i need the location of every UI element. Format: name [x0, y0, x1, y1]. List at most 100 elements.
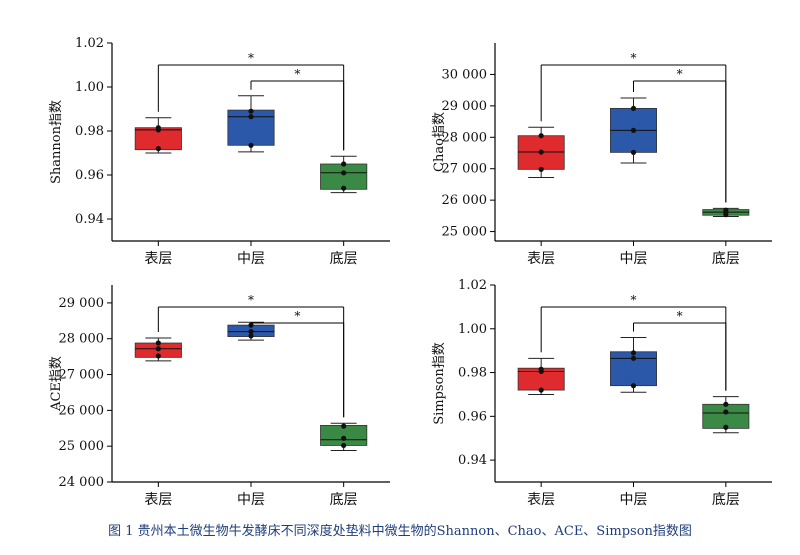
y-axis-label: ACE指数: [49, 356, 64, 412]
data-point: [248, 108, 254, 114]
x-tick-label: 中层: [237, 492, 265, 508]
y-tick-label: 26 000: [442, 193, 488, 208]
y-tick-label: 26 000: [59, 403, 105, 418]
significance-bracket: *: [250, 67, 345, 151]
chart-panel-2: 25 000 26 000 27 000 28 000 29 000 30 000 Chao…: [432, 43, 772, 267]
data-point: [155, 353, 161, 359]
data-point: [155, 346, 161, 352]
box-底层: [702, 207, 750, 218]
data-point: [248, 114, 254, 120]
y-axis-label: Chao指数: [432, 112, 447, 172]
data-point: [538, 366, 544, 372]
x-tick-label: 底层: [330, 492, 358, 508]
data-point: [341, 435, 347, 441]
box-表层: [134, 337, 182, 362]
y-tick-label: 0.96: [75, 168, 104, 183]
figure-caption: 图 1 贵州本土微生物牛发酵床不同深度处垫料中微生物的Shannon、Chao、…: [108, 524, 692, 539]
box-body: [320, 163, 368, 190]
data-point: [155, 125, 161, 131]
y-tick-label: 0.94: [75, 212, 104, 227]
data-point: [630, 355, 637, 361]
y-axis-label: Shannon指数: [49, 100, 64, 184]
y-tick-label: 24 000: [59, 475, 105, 490]
data-point: [341, 161, 347, 167]
data-point: [248, 333, 254, 339]
data-point: [341, 170, 347, 176]
data-point: [538, 149, 544, 155]
x-tick-label: 中层: [620, 251, 648, 267]
y-tick-label: 29 000: [59, 296, 105, 311]
box-中层: [227, 321, 275, 341]
x-tick-label: 表层: [527, 492, 555, 508]
y-tick-label: 1.00: [458, 322, 487, 337]
significance-bracket: *: [633, 67, 727, 203]
box-中层: [227, 95, 275, 153]
box-中层: [610, 337, 657, 393]
box-底层: [320, 422, 368, 451]
data-point: [630, 350, 637, 356]
y-tick-label: 0.98: [75, 124, 104, 139]
x-tick-label: 底层: [330, 251, 358, 267]
significance-label: *: [631, 293, 637, 307]
significance-label: *: [294, 67, 300, 81]
significance-label: *: [248, 293, 254, 307]
y-tick-label: 30 000: [442, 67, 488, 82]
x-tick-label: 表层: [527, 251, 555, 267]
y-tick-label: 0.96: [458, 409, 487, 424]
x-tick-label: 底层: [712, 251, 740, 267]
significance-bracket: *: [250, 309, 345, 418]
box-底层: [702, 396, 750, 434]
x-tick-label: 中层: [237, 251, 265, 267]
y-tick-label: 25 000: [59, 439, 105, 454]
box-表层: [517, 126, 565, 179]
significance-label: *: [294, 309, 300, 323]
data-point: [723, 409, 729, 415]
y-tick-label: 28 000: [59, 332, 105, 347]
data-point: [723, 401, 729, 407]
y-tick-label: 29 000: [442, 99, 488, 114]
data-point: [538, 133, 544, 139]
y-tick-label: 25 000: [442, 225, 488, 240]
x-tick-label: 底层: [712, 492, 740, 508]
box-中层: [610, 97, 657, 164]
data-point: [630, 105, 637, 111]
significance-label: *: [248, 51, 254, 65]
data-point: [341, 442, 347, 449]
box-表层: [517, 357, 565, 395]
data-point: [538, 387, 544, 393]
data-point: [341, 185, 347, 191]
data-point: [630, 383, 637, 389]
data-point: [248, 328, 254, 335]
chart-panel-3: 24 000 25 000 26 000 27 000 28 000 29 000 ACE指…: [49, 285, 390, 508]
y-tick-label: 1.02: [458, 278, 487, 293]
data-point: [155, 146, 161, 152]
significance-label: *: [677, 309, 683, 323]
data-point: [723, 424, 729, 430]
box-表层: [134, 117, 182, 154]
data-point: [248, 142, 254, 148]
significance-label: *: [631, 51, 637, 65]
y-tick-label: 1.02: [75, 36, 104, 51]
y-tick-label: 28 000: [442, 130, 488, 145]
x-tick-label: 表层: [144, 492, 172, 508]
box-底层: [320, 155, 368, 194]
data-point: [155, 340, 161, 346]
data-point: [630, 149, 637, 155]
data-point: [341, 423, 347, 429]
y-tick-label: 1.00: [75, 80, 104, 95]
y-tick-label: 0.98: [458, 366, 487, 381]
data-point: [723, 207, 729, 213]
significance-label: *: [677, 67, 683, 81]
data-point: [538, 166, 544, 172]
y-axis-label: Simpson指数: [432, 342, 447, 425]
significance-bracket: *: [633, 309, 727, 391]
x-tick-label: 表层: [144, 251, 172, 267]
y-tick-label: 27 000: [59, 368, 105, 383]
data-point: [630, 127, 637, 133]
x-tick-label: 中层: [620, 492, 648, 508]
y-tick-label: 0.94: [458, 453, 487, 468]
y-tick-label: 27 000: [442, 162, 488, 177]
